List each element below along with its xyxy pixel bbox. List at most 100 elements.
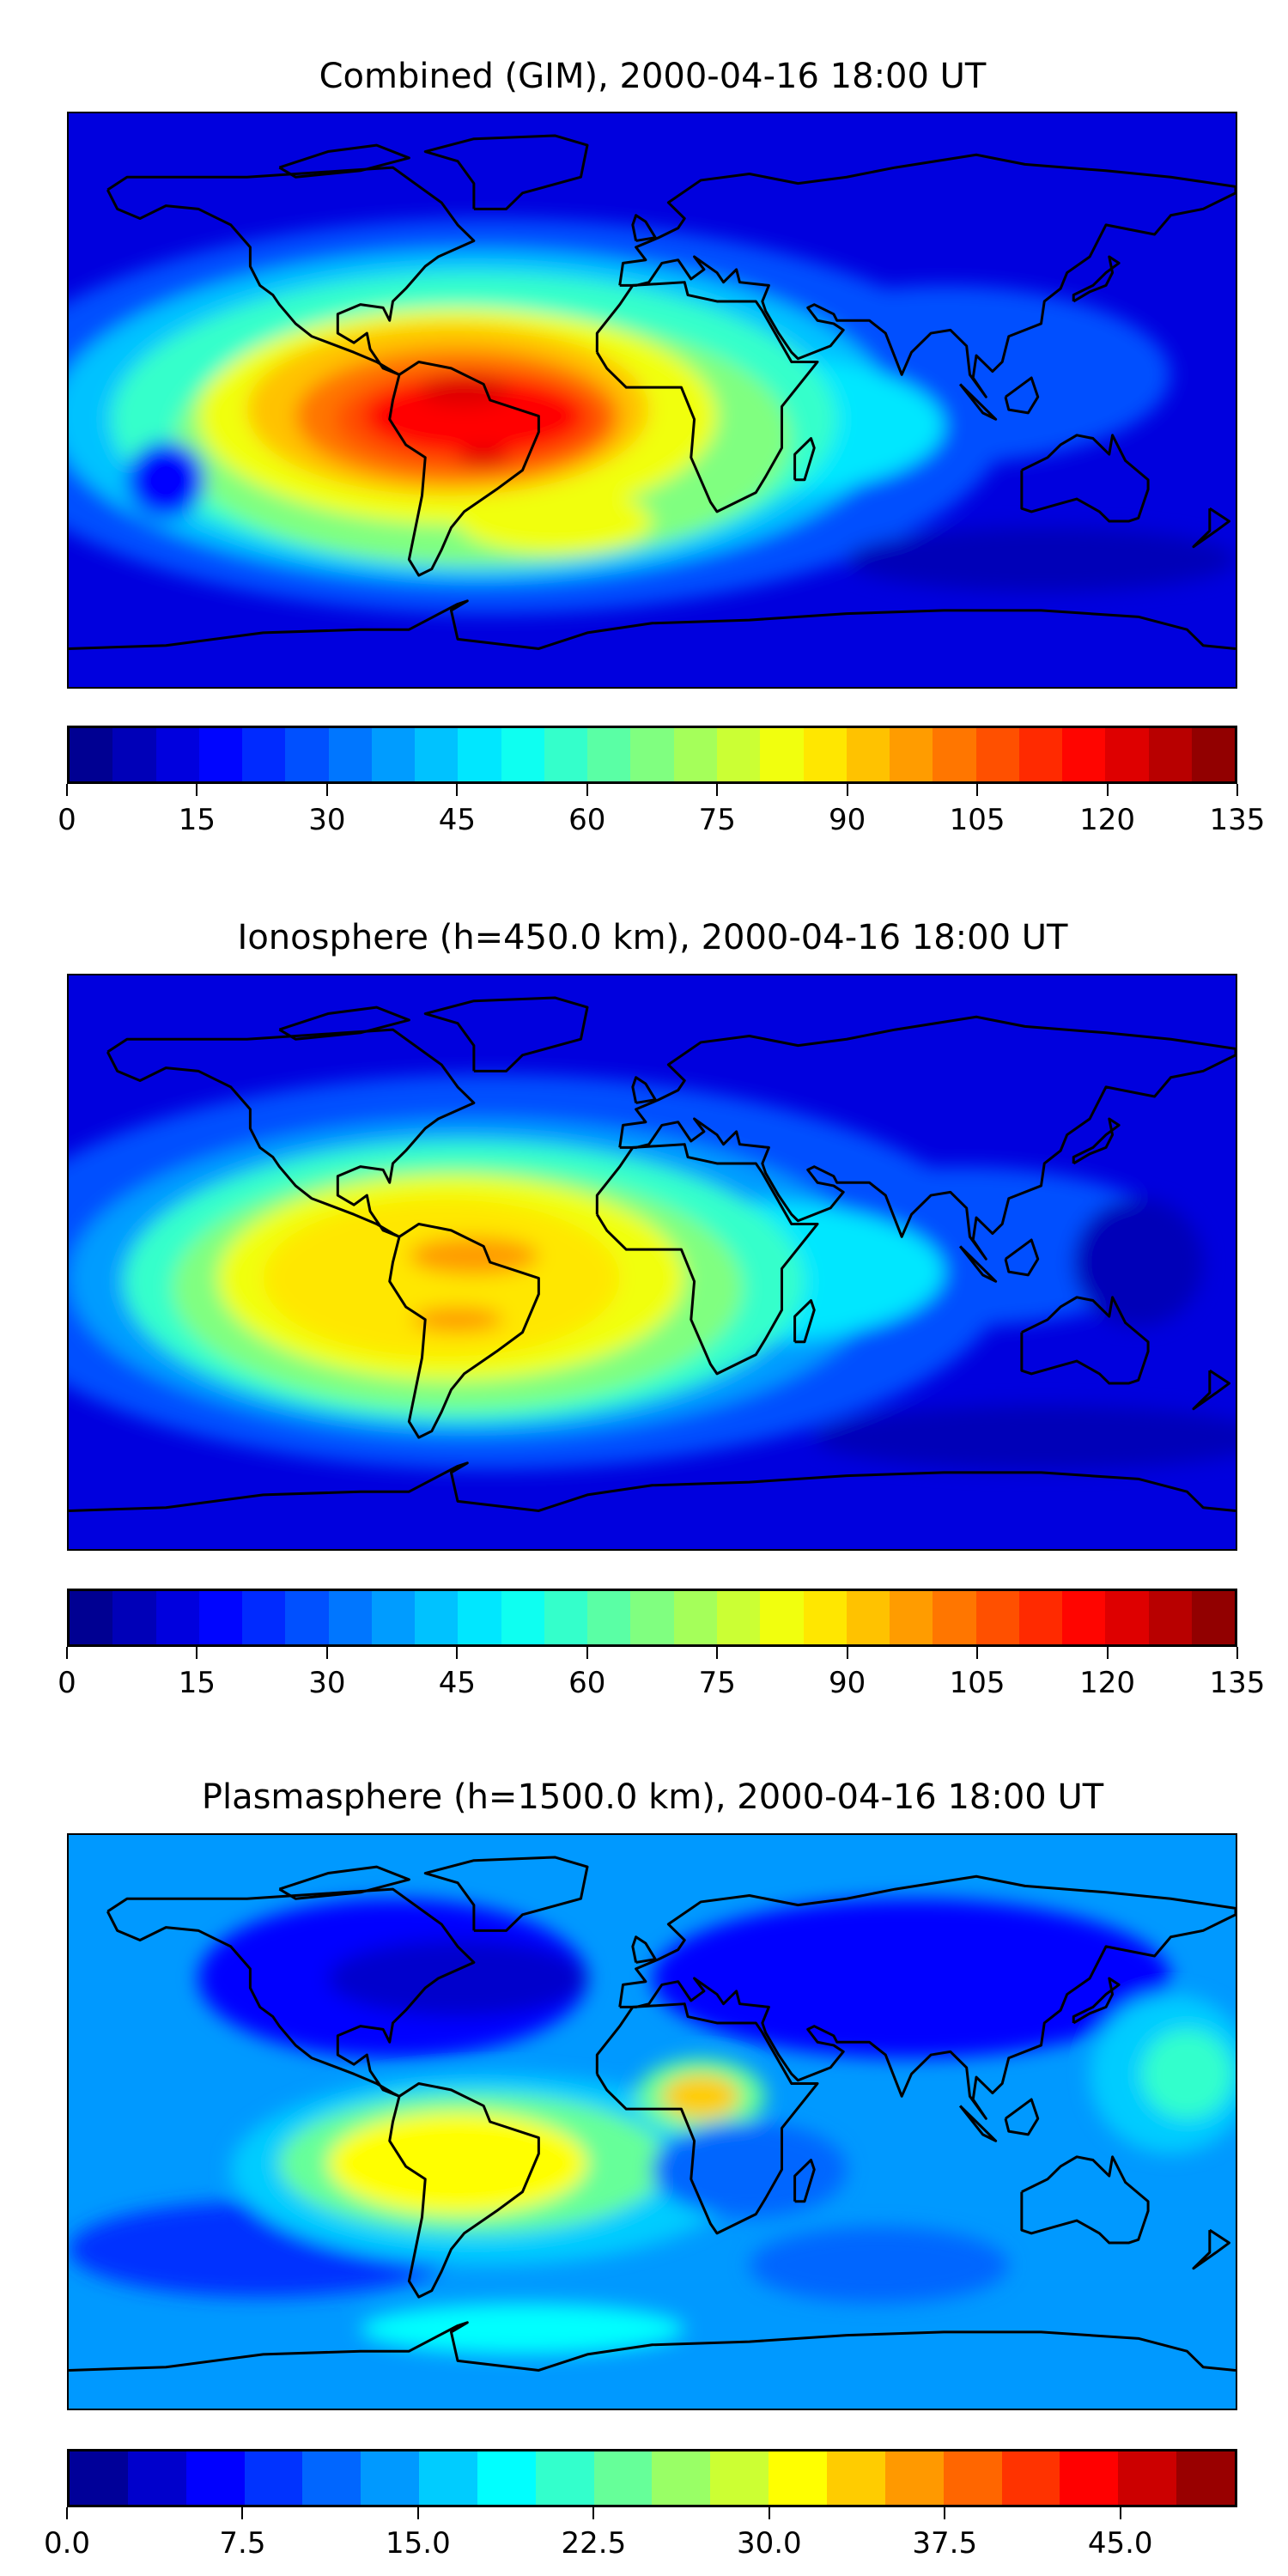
colorbar-tick-label: 30 [308,803,346,837]
colorbar-tick [416,2507,419,2519]
colorbar-bin [975,1591,1019,1644]
coastline [279,1867,409,1899]
colorbar-bin [1148,1591,1192,1644]
colorbar-tick [768,2507,770,2519]
contour-region [126,441,205,519]
colorbar-tick-label: 75 [698,803,736,837]
colorbar-bin [943,2451,1002,2505]
colorbar-bin [361,2451,420,2505]
colorbar-tick-label: 15.0 [386,2526,451,2561]
panel-3-colorbar [67,2449,1237,2507]
contour-region [652,1899,1171,2058]
coastline [1194,2230,1230,2269]
colorbar-tick-label: 90 [829,803,866,837]
colorbar-tick-label: 45 [438,1666,476,1700]
colorbar-bin [198,1591,243,1644]
colorbar-tick [586,1647,588,1659]
coastline [1022,2157,1148,2243]
colorbar-tick-label: 75 [698,1666,736,1700]
contour-region [847,527,1236,592]
colorbar-bin [458,728,501,781]
contour-region [409,1236,539,1275]
coastline [795,1301,815,1342]
colorbar-tick [944,2507,946,2519]
colorbar-tick-label: 0.0 [43,2526,91,2561]
coastline [1073,1978,1119,2023]
coastline [1194,1370,1230,1409]
colorbar-bin [501,1591,544,1644]
colorbar-bin [1062,1591,1106,1644]
colorbar-tick-label: 15 [178,803,216,837]
panel-1-title: Combined (GIM), 2000-04-16 18:00 UT [319,57,987,96]
coastline [960,384,996,419]
colorbar-tick [716,784,719,796]
contour-region [814,1406,1236,1470]
colorbar-bin [760,1591,804,1644]
colorbar-tick [976,1647,979,1659]
colorbar-bin [846,1591,890,1644]
colorbar-tick [325,784,328,796]
colorbar-bin [769,2451,827,2505]
contour-region [328,2111,587,2215]
colorbar-tick-label: 120 [1079,1666,1135,1700]
colorbar-tick [592,2507,595,2519]
colorbar-bin [1191,728,1236,781]
coastline [1073,257,1119,301]
coastline [633,1078,655,1103]
colorbar-bin [1105,728,1149,781]
colorbar-bin [630,728,674,781]
coastline [795,439,815,480]
coastline [107,1889,474,2096]
colorbar-bin [1191,1591,1236,1644]
colorbar-tick [846,1647,848,1659]
colorbar-bin [70,1591,113,1644]
panel-2-title: Ionosphere (h=450.0 km), 2000-04-16 18:0… [237,918,1068,957]
coastline [1005,1240,1038,1275]
colorbar-tick [1106,1647,1109,1659]
coastline [69,601,1236,649]
colorbar-tick-label: 30 [308,1666,346,1700]
coastline [1005,2099,1038,2135]
colorbar-bin [716,1591,761,1644]
colorbar-tick [976,784,979,796]
colorbar-bin [185,2451,245,2505]
colorbar-tick-label: 105 [949,803,1005,837]
colorbar-bin [890,728,933,781]
panel-3-colorbar-ticks: 0.0 7.5 15.0 22.5 30.0 37.5 45.0 [44,2507,1237,2576]
panel-3-title: Plasmasphere (h=1500.0 km), 2000-04-16 1… [201,1777,1104,1817]
contour-region [263,1198,620,1358]
colorbar-bin [285,728,329,781]
contour-region [1141,2029,1233,2119]
coastline [107,1030,474,1236]
coastline [390,361,539,575]
colorbar-bin [127,2451,186,2505]
colorbar-bin [1148,728,1192,781]
coastline [1073,1119,1119,1163]
colorbar-tick-label: 37.5 [912,2526,978,2561]
coastline [69,1463,1236,1511]
contour-region [661,2074,740,2119]
colorbar-tick [196,784,198,796]
colorbar-bin [760,728,804,781]
colorbar-tick-label: 60 [568,1666,606,1700]
colorbar-bin [419,2451,477,2505]
colorbar-bin [70,728,113,781]
colorbar-bin [975,728,1019,781]
colorbar-bin [371,728,416,781]
colorbar-tick-label: 135 [1209,803,1266,837]
coastline [620,1017,1236,1259]
colorbar-bin [716,728,761,781]
colorbar-bin [458,1591,501,1644]
coastline [620,155,1236,397]
colorbar-bin [652,2451,711,2505]
colorbar-bin [285,1591,329,1644]
colorbar-bin [242,728,286,781]
colorbar-tick [66,1647,68,1659]
coastline [279,1007,409,1039]
colorbar-bin [544,728,588,781]
colorbar-tick [325,1647,328,1659]
coastline [69,2323,1236,2371]
coastline [597,1145,817,1374]
colorbar-bin [1060,2451,1119,2505]
coastline [597,2004,817,2233]
